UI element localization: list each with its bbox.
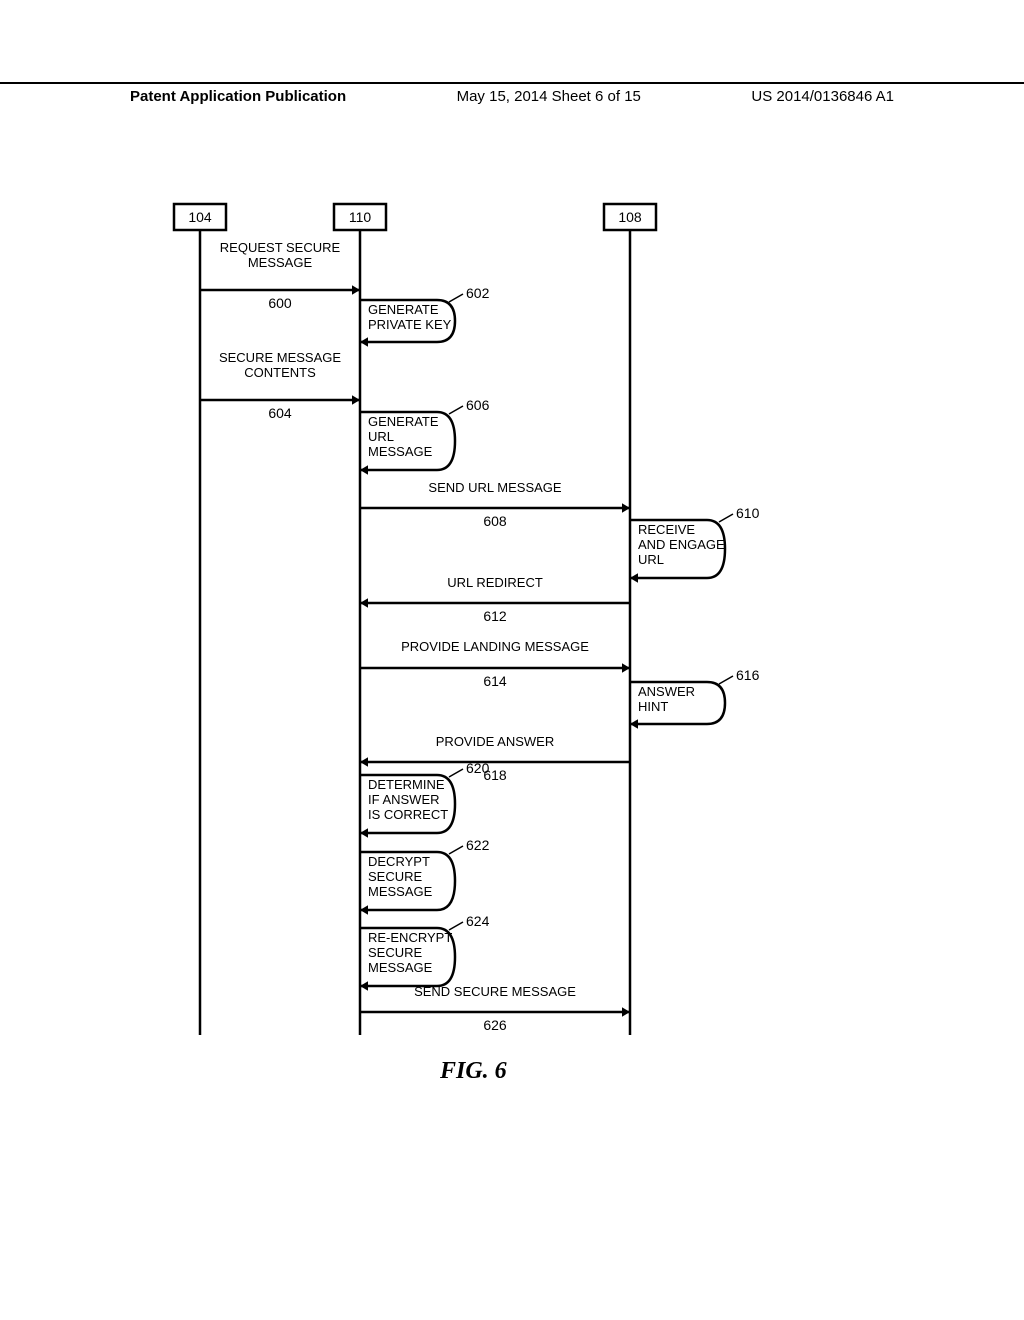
svg-text:URL: URL — [638, 552, 664, 567]
svg-text:MESSAGE: MESSAGE — [368, 960, 433, 975]
svg-text:110: 110 — [349, 209, 372, 225]
svg-text:MESSAGE: MESSAGE — [368, 884, 433, 899]
svg-text:616: 616 — [736, 667, 760, 683]
svg-text:IF ANSWER: IF ANSWER — [368, 792, 440, 807]
svg-text:608: 608 — [483, 513, 507, 529]
svg-text:CONTENTS: CONTENTS — [244, 365, 316, 380]
svg-text:SECURE: SECURE — [368, 945, 423, 960]
svg-text:REQUEST SECURE: REQUEST SECURE — [220, 240, 341, 255]
svg-text:SECURE MESSAGE: SECURE MESSAGE — [219, 350, 341, 365]
svg-text:MESSAGE: MESSAGE — [368, 444, 433, 459]
svg-text:606: 606 — [466, 397, 490, 413]
svg-text:RE-ENCRYPT: RE-ENCRYPT — [368, 930, 452, 945]
svg-text:626: 626 — [483, 1017, 507, 1033]
svg-text:RECEIVE: RECEIVE — [638, 522, 695, 537]
svg-text:PROVIDE ANSWER: PROVIDE ANSWER — [436, 734, 554, 749]
svg-text:URL REDIRECT: URL REDIRECT — [447, 575, 543, 590]
svg-text:ANSWER: ANSWER — [638, 684, 695, 699]
svg-text:MESSAGE: MESSAGE — [248, 255, 313, 270]
svg-text:108: 108 — [618, 209, 642, 225]
svg-text:GENERATE: GENERATE — [368, 302, 439, 317]
svg-text:IS CORRECT: IS CORRECT — [368, 807, 448, 822]
svg-text:620: 620 — [466, 760, 490, 776]
svg-text:604: 604 — [268, 405, 292, 421]
svg-text:URL: URL — [368, 429, 394, 444]
sequence-diagram: 104110108REQUEST SECUREMESSAGE600SECURE … — [0, 0, 1024, 1320]
svg-text:610: 610 — [736, 505, 760, 521]
svg-text:DECRYPT: DECRYPT — [368, 854, 430, 869]
svg-text:DETERMINE: DETERMINE — [368, 777, 445, 792]
svg-text:AND ENGAGE: AND ENGAGE — [638, 537, 725, 552]
svg-text:612: 612 — [483, 608, 507, 624]
svg-text:SECURE: SECURE — [368, 869, 423, 884]
svg-text:622: 622 — [466, 837, 490, 853]
svg-text:624: 624 — [466, 913, 490, 929]
svg-text:104: 104 — [188, 209, 212, 225]
svg-text:GENERATE: GENERATE — [368, 414, 439, 429]
svg-text:HINT: HINT — [638, 699, 668, 714]
svg-text:600: 600 — [268, 295, 292, 311]
svg-text:PROVIDE LANDING MESSAGE: PROVIDE LANDING MESSAGE — [401, 639, 589, 654]
svg-text:SEND URL MESSAGE: SEND URL MESSAGE — [428, 480, 561, 495]
svg-text:614: 614 — [483, 673, 507, 689]
svg-text:PRIVATE KEY: PRIVATE KEY — [368, 317, 452, 332]
figure-caption: FIG. 6 — [440, 1058, 507, 1085]
svg-text:602: 602 — [466, 285, 490, 301]
